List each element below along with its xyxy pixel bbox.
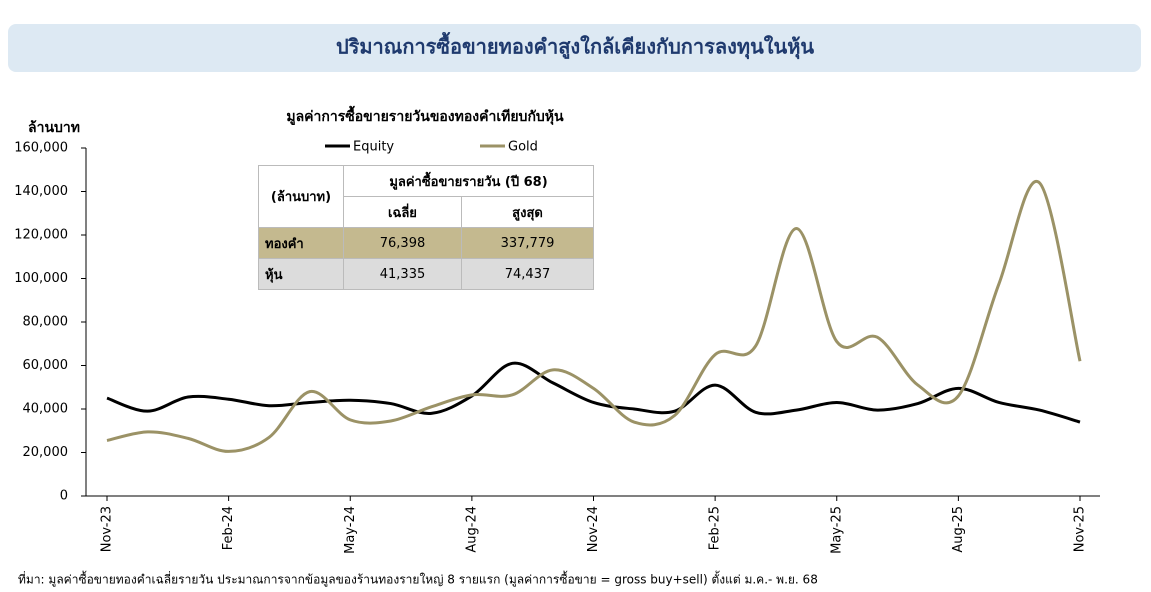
x-tick-label: Nov-23: [100, 506, 115, 552]
y-tick-label: 60,000: [23, 358, 69, 373]
x-tick-label: Nov-24: [586, 506, 601, 552]
x-tick-label: May-25: [829, 506, 844, 554]
table-cell: 76,398: [343, 227, 462, 259]
x-tick-label: Feb-24: [221, 506, 236, 550]
chart-title: ปริมาณการซื้อขายทองคำสูงใกล้เคียงกับการล…: [336, 32, 814, 61]
source-note: ที่มา: มูลค่าซื้อขายทองคำเฉลี่ยรายวัน ปร…: [18, 571, 818, 588]
table-cell: สูงสุด: [461, 196, 594, 228]
chart-subtitle: มูลค่าการซื้อขายรายวันของทองคำเทียบกับหุ…: [286, 105, 564, 125]
y-tick-label: 100,000: [14, 271, 68, 286]
table-row: (ล้านบาท) มูลค่าซื้อขายรายวัน (ปี 68): [258, 165, 594, 228]
table-cell: มูลค่าซื้อขายรายวัน (ปี 68): [343, 165, 594, 197]
table-row: หุ้น 41,335 74,437: [258, 258, 594, 290]
legend-label: Equity: [353, 140, 394, 155]
y-tick-label: 140,000: [14, 184, 68, 199]
summary-table: (ล้านบาท) มูลค่าซื้อขายรายวัน (ปี 68) เฉลี…: [258, 165, 594, 290]
x-tick-label: Aug-24: [464, 506, 479, 553]
y-tick-label: 20,000: [23, 445, 69, 460]
y-tick-label: 160,000: [14, 141, 68, 156]
x-tick-label: Nov-25: [1073, 506, 1088, 552]
series-line: [106, 179, 1082, 453]
y-axis-label: ล้านบาท: [28, 120, 80, 136]
y-tick-label: 40,000: [23, 402, 69, 417]
x-tick-label: May-24: [343, 506, 358, 554]
legend-label: Gold: [508, 140, 538, 155]
table-row: ทองคำ 76,398 337,779: [258, 227, 594, 259]
x-tick-label: Feb-25: [708, 506, 723, 550]
table-cell: เฉลี่ย: [343, 196, 462, 228]
table-cell: ทองคำ: [258, 227, 344, 259]
table-cell: 337,779: [461, 227, 594, 259]
y-tick-label: 80,000: [23, 315, 69, 330]
series-line: [106, 361, 1081, 424]
table-cell: 74,437: [461, 258, 594, 290]
y-tick-label: 0: [60, 489, 68, 504]
table-cell: หุ้น: [258, 258, 344, 290]
y-tick-label: 120,000: [14, 228, 68, 243]
table-cell: (ล้านบาท): [258, 165, 344, 228]
x-tick-label: Aug-25: [951, 506, 966, 553]
title-banner: [8, 24, 1141, 72]
table-cell: 41,335: [343, 258, 462, 290]
